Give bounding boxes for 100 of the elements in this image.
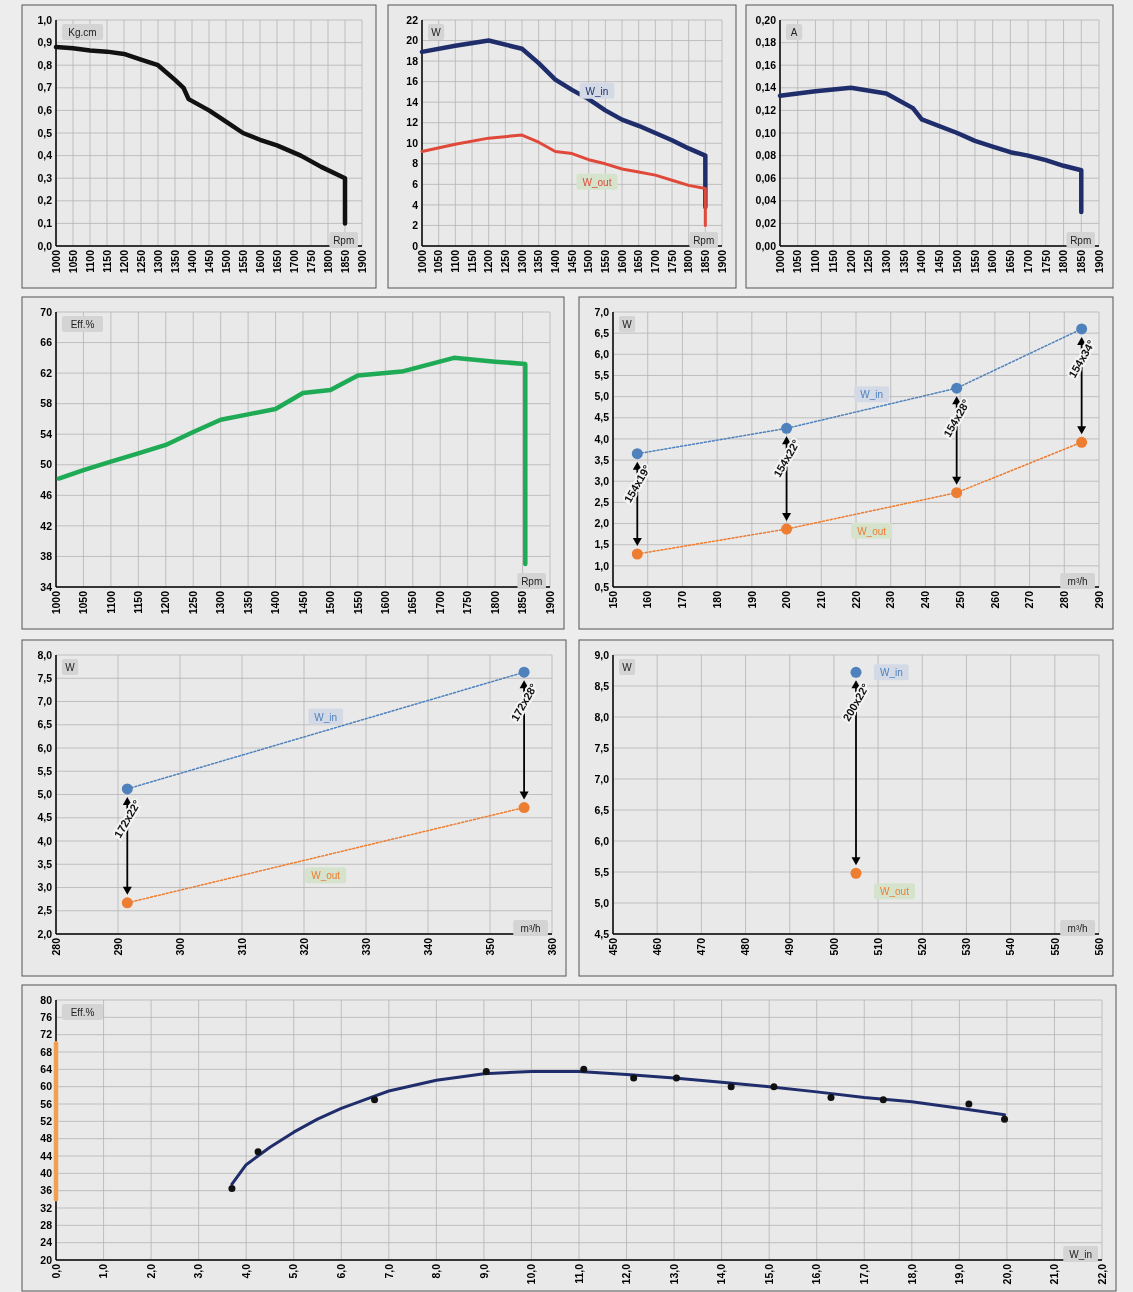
- x-tick-label: 10,0: [525, 1263, 538, 1285]
- x-tick-label: 280: [49, 937, 62, 956]
- y-tick-label: 7,5: [594, 741, 610, 754]
- x-axis-title: Rpm: [693, 235, 715, 246]
- x-tick-label: 1600: [253, 249, 266, 274]
- line-series: [56, 355, 528, 567]
- y-tick-label: 1,0: [37, 13, 53, 26]
- point: [781, 422, 793, 434]
- y-tick-label: 16: [406, 75, 419, 88]
- x-tick-label: 450: [606, 937, 619, 956]
- line-series: [53, 44, 348, 226]
- x-tick-label: 1700: [649, 249, 662, 274]
- y-tick-label: 3,5: [37, 857, 53, 870]
- x-tick-label: 550: [1048, 937, 1061, 956]
- x-tick-label: 20,0: [1000, 1263, 1013, 1285]
- x-tick-label: 1450: [296, 590, 309, 615]
- point: [580, 1065, 588, 1073]
- x-tick-label: 520: [915, 937, 928, 956]
- y-tick-label: 12: [406, 116, 419, 129]
- x-tick-label: 1350: [532, 249, 545, 274]
- x-tick-label: 1000: [49, 590, 62, 615]
- y-axis-title: W: [622, 319, 633, 330]
- y-tick-label: 76: [40, 1011, 53, 1024]
- series-label: W_out: [311, 870, 341, 882]
- x-tick-label: 1700: [433, 590, 446, 615]
- x-tick-label: 1350: [168, 249, 181, 274]
- y-tick-label: 0,0: [37, 239, 53, 252]
- y-axis-title: Kg.cm: [68, 27, 97, 38]
- x-tick-label: 1500: [950, 249, 963, 274]
- x-tick-label: 1800: [1057, 249, 1070, 274]
- y-tick-label: 8,0: [594, 710, 610, 723]
- point: [770, 1083, 778, 1091]
- y-tick-label: 0,06: [755, 171, 777, 184]
- x-tick-label: 13,0: [667, 1263, 680, 1285]
- point: [1076, 436, 1088, 448]
- line-series: [777, 85, 1084, 215]
- y-tick-label: 0,5: [594, 580, 610, 593]
- y-tick-label: 62: [40, 366, 53, 379]
- x-tick-label: 490: [783, 937, 796, 956]
- x-tick-label: 18,0: [905, 1263, 918, 1285]
- x-tick-label: 1900: [355, 249, 368, 274]
- y-tick-label: 4: [412, 198, 419, 211]
- y-tick-label: 0: [412, 239, 419, 252]
- x-tick-label: 1150: [100, 249, 113, 273]
- x-tick-label: 1650: [406, 590, 419, 615]
- y-tick-label: 5,5: [594, 865, 610, 878]
- y-tick-label: 0,08: [755, 149, 777, 162]
- x-tick-label: 1350: [897, 249, 910, 274]
- y-tick-label: 46: [40, 489, 53, 502]
- x-tick-label: 1050: [791, 249, 804, 274]
- y-tick-label: 5,0: [594, 390, 610, 403]
- y-tick-label: 6,0: [594, 347, 610, 360]
- y-axis-title: W: [65, 662, 76, 673]
- y-tick-label: 2: [412, 219, 419, 232]
- x-tick-label: 1300: [880, 249, 893, 274]
- x-tick-label: 1150: [132, 590, 145, 614]
- y-tick-label: 80: [40, 993, 53, 1006]
- point: [631, 448, 643, 460]
- x-tick-label: 1300: [214, 590, 227, 615]
- x-tick-label: 1150: [465, 249, 478, 273]
- x-tick-label: 1,0: [97, 1263, 110, 1279]
- x-tick-label: 1500: [582, 249, 595, 274]
- series-label: W_in: [314, 711, 338, 723]
- y-tick-label: 1,5: [594, 538, 610, 551]
- x-tick-label: 210: [814, 590, 827, 609]
- x-tick-label: 190: [745, 590, 758, 609]
- x-tick-label: 1850: [699, 249, 712, 274]
- x-tick-label: 1400: [915, 249, 928, 274]
- x-tick-label: 1700: [1021, 249, 1034, 274]
- x-tick-label: 1750: [665, 249, 678, 274]
- series-label: W_in: [880, 667, 903, 679]
- x-tick-label: 1900: [543, 590, 556, 615]
- point: [121, 897, 133, 909]
- x-tick-label: 17,0: [857, 1263, 870, 1285]
- x-tick-label: 350: [483, 937, 496, 956]
- y-tick-label: 0,7: [37, 81, 53, 94]
- x-tick-label: 1100: [83, 249, 96, 273]
- y-tick-label: 0,16: [755, 58, 777, 71]
- x-axis-title: W_in: [1069, 1249, 1092, 1260]
- y-tick-label: 44: [40, 1149, 53, 1162]
- x-tick-label: 160: [641, 590, 654, 609]
- point: [630, 1074, 638, 1082]
- point: [879, 1096, 887, 1104]
- y-tick-label: 38: [40, 550, 53, 563]
- x-tick-label: 2,0: [144, 1263, 157, 1279]
- x-tick-label: 560: [1092, 937, 1105, 956]
- x-axis-title: Rpm: [1070, 235, 1092, 246]
- x-tick-label: 19,0: [953, 1263, 966, 1285]
- x-tick-label: 1050: [66, 249, 79, 274]
- point: [121, 783, 133, 795]
- y-tick-label: 0,2: [37, 194, 53, 207]
- y-tick-label: 2,5: [594, 496, 610, 509]
- x-tick-label: 3,0: [192, 1263, 205, 1279]
- y-tick-label: 4,5: [594, 411, 610, 424]
- y-tick-label: 8: [412, 157, 419, 170]
- x-tick-label: 8,0: [430, 1263, 443, 1279]
- x-tick-label: 1200: [482, 249, 495, 274]
- y-tick-label: 10: [406, 136, 419, 149]
- y-tick-label: 1,0: [594, 559, 610, 572]
- series-label: W_in: [860, 389, 884, 401]
